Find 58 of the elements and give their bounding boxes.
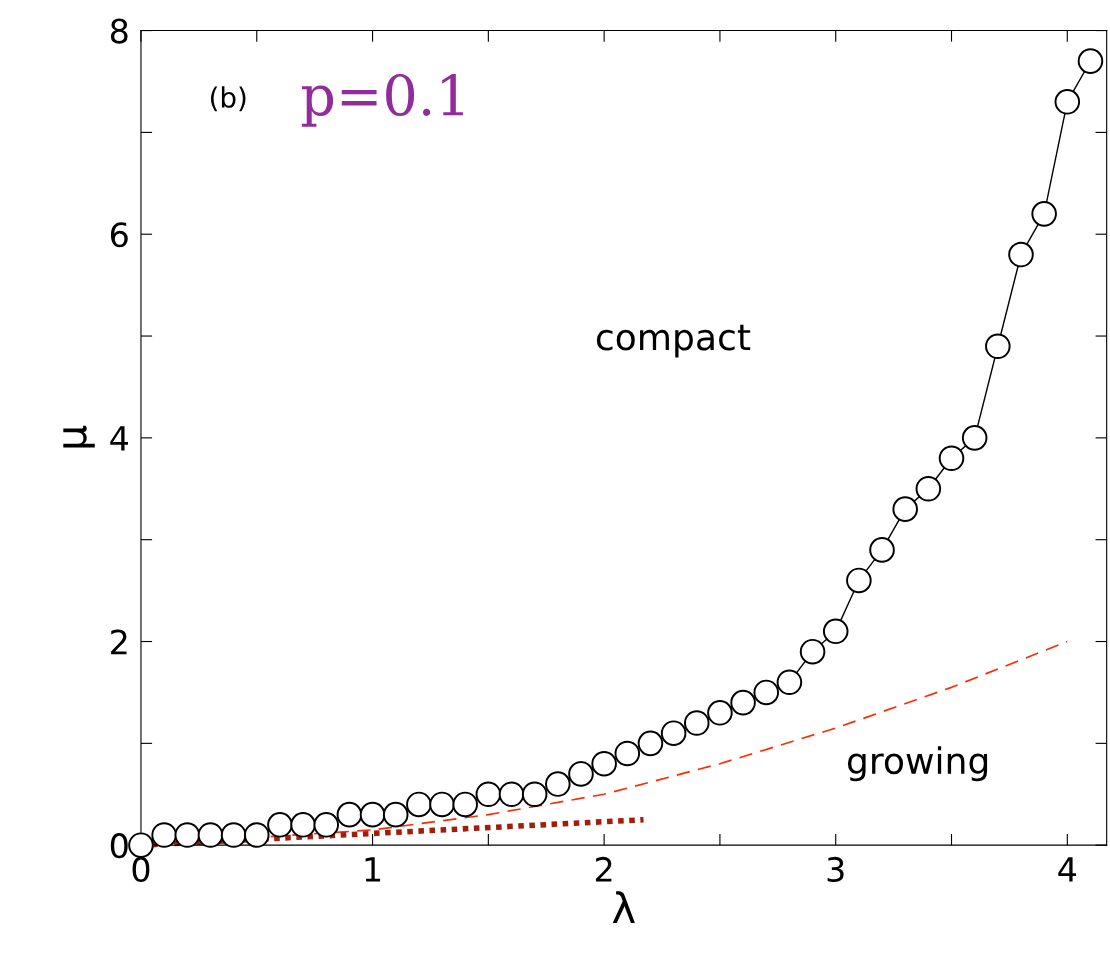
- y-tick-label: 8: [110, 18, 128, 44]
- point: [846, 567, 872, 594]
- point: [1054, 89, 1081, 115]
- point: [267, 812, 293, 838]
- point: [545, 771, 571, 797]
- point: [336, 801, 363, 828]
- point: [637, 730, 664, 757]
- point: [1031, 201, 1057, 227]
- point: [429, 791, 455, 818]
- y-axis-title: μ: [63, 425, 95, 448]
- point: [475, 781, 502, 808]
- x-tick-label: 0: [132, 856, 150, 883]
- point: [707, 700, 733, 726]
- point: [568, 761, 594, 787]
- point: [683, 710, 710, 736]
- point: [985, 333, 1011, 359]
- point: [243, 822, 270, 848]
- point: [915, 476, 942, 502]
- annotation: p=0.1: [301, 73, 463, 127]
- point: [452, 791, 478, 818]
- annotation: compact: [596, 324, 751, 358]
- point: [220, 822, 247, 848]
- annotation: (b): [210, 86, 246, 112]
- point: [776, 669, 803, 696]
- point: [498, 781, 525, 808]
- point: [406, 791, 432, 818]
- annotation: growing: [847, 746, 988, 782]
- x-tick-label: 2: [595, 856, 612, 882]
- point: [359, 801, 386, 828]
- x-tick-label: 4: [1058, 857, 1077, 882]
- y-tick-label: 0: [110, 833, 128, 859]
- point: [197, 822, 224, 848]
- point: [521, 781, 548, 808]
- point: [382, 801, 409, 828]
- point: [174, 822, 201, 848]
- x-axis-title: λ: [612, 891, 635, 923]
- point: [938, 445, 965, 472]
- y-tick-label: 6: [110, 222, 128, 248]
- point: [869, 537, 895, 563]
- x-tick-label: 1: [365, 857, 381, 882]
- point: [128, 832, 154, 858]
- point: [1008, 241, 1034, 268]
- point: [151, 822, 177, 848]
- point: [591, 750, 617, 777]
- point: [822, 618, 849, 645]
- point: [730, 689, 756, 716]
- point: [614, 740, 641, 767]
- point: [892, 496, 918, 522]
- point: [799, 638, 826, 665]
- point: [1077, 48, 1104, 74]
- point: [961, 425, 988, 451]
- x-tick-label: 3: [827, 856, 844, 883]
- y-tick-label: 4: [110, 426, 128, 451]
- point: [660, 720, 687, 746]
- y-tick-label: 2: [111, 629, 127, 655]
- point: [313, 812, 340, 838]
- point: [290, 812, 316, 838]
- point: [753, 679, 780, 706]
